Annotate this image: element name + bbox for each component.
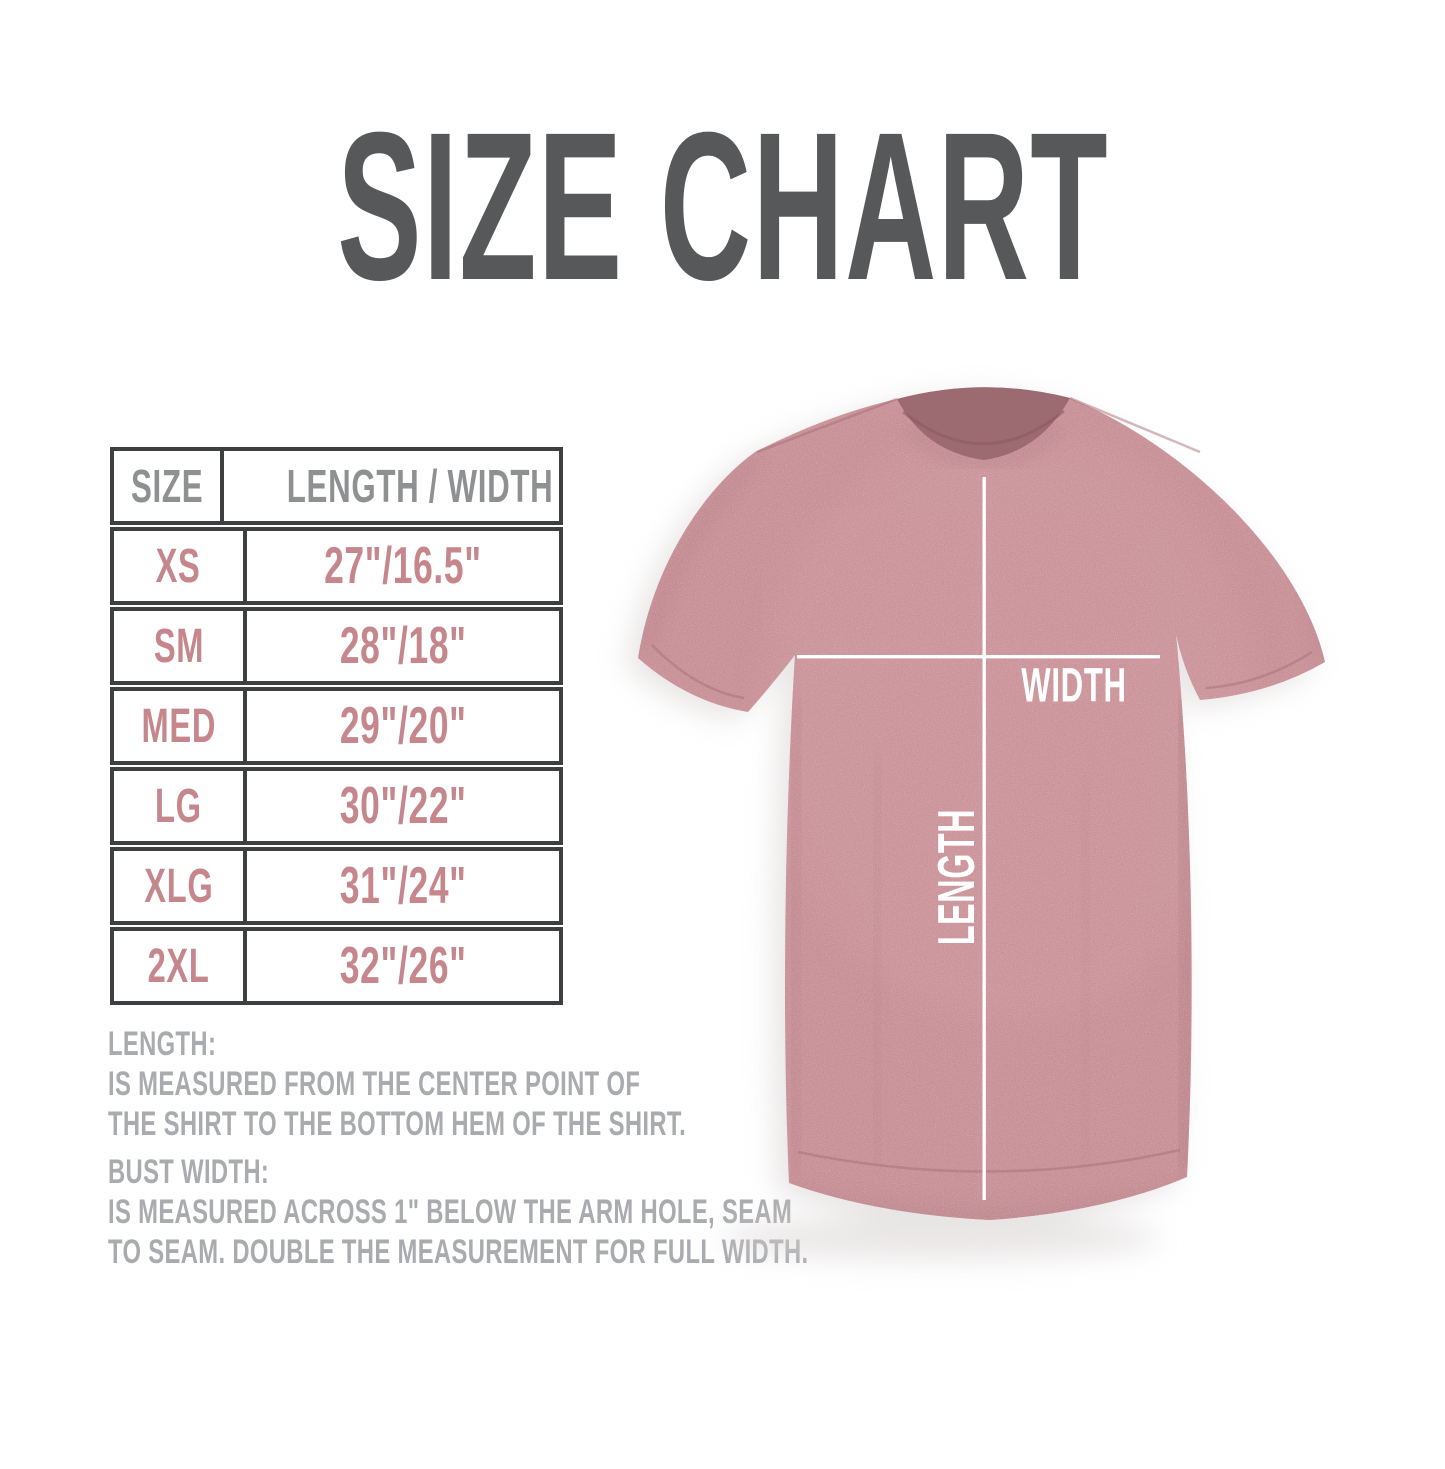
header-size-label: SIZE [131, 460, 204, 512]
table-header-row: SIZE LENGTH / WIDTH [110, 447, 563, 525]
length-note-line1-text: IS MEASURED FROM THE CENTER POINT OF [108, 1065, 641, 1103]
length-note-heading: LENGTH: [108, 1024, 1109, 1064]
measurement-cell: 27"/16.5" [247, 531, 559, 601]
width-line [797, 655, 1160, 659]
bust-note-line: TO SEAM. DOUBLE THE MEASUREMENT FOR FULL… [108, 1232, 1109, 1272]
size-cell: 2XL [114, 931, 247, 1001]
size-value: XLG [143, 859, 214, 913]
measurement-value: 27"/16.5" [324, 537, 482, 595]
length-note-line: IS MEASURED FROM THE CENTER POINT OF [108, 1064, 1109, 1104]
bust-note-heading-text: BUST WIDTH: [108, 1153, 270, 1191]
size-cell: MED [114, 691, 247, 761]
bust-note-line: IS MEASURED ACROSS 1" BELOW THE ARM HOLE… [108, 1192, 1109, 1232]
table-row: 2XL 32"/26" [110, 927, 563, 1005]
header-measure-label: LENGTH / WIDTH [287, 460, 554, 512]
measurement-value: 28"/18" [339, 617, 467, 675]
size-value: 2XL [147, 939, 210, 993]
length-note-line: THE SHIRT TO THE BOTTOM HEM OF THE SHIRT… [108, 1104, 1109, 1144]
table-row: LG 30"/22" [110, 767, 563, 845]
size-value: LG [155, 779, 202, 833]
table-row: MED 29"/20" [110, 687, 563, 765]
length-note-line2-text: THE SHIRT TO THE BOTTOM HEM OF THE SHIRT… [108, 1105, 687, 1143]
measurement-value: 31"/24" [339, 857, 467, 915]
table-row: SM 28"/18" [110, 607, 563, 685]
measurement-cell: 31"/24" [247, 851, 559, 921]
page-title: SIZE CHART [0, 101, 1445, 312]
tshirt-shading [638, 387, 1325, 1220]
length-line [982, 477, 986, 1200]
size-value: MED [141, 699, 216, 753]
bust-note-heading: BUST WIDTH: [108, 1152, 1109, 1192]
bust-note-line1-text: IS MEASURED ACROSS 1" BELOW THE ARM HOLE… [108, 1193, 793, 1231]
length-label: LENGTH [928, 808, 986, 946]
size-value: XS [156, 539, 201, 593]
size-cell: SM [114, 611, 247, 681]
tshirt-collar [897, 387, 1070, 460]
measurement-cell: 28"/18" [247, 611, 559, 681]
tshirt-image [626, 387, 1325, 1260]
width-label: WIDTH [1021, 659, 1127, 713]
tshirt-seams [651, 396, 1313, 1173]
measurement-cell: 32"/26" [247, 931, 559, 1001]
measurement-cell: 30"/22" [247, 771, 559, 841]
table-row: XLG 31"/24" [110, 847, 563, 925]
size-table: SIZE LENGTH / WIDTH XS 27"/16.5" SM 28"/… [110, 447, 563, 1007]
page-title-text: SIZE CHART [336, 88, 1109, 324]
measurement-value: 30"/22" [339, 777, 467, 835]
tshirt-shadow [626, 395, 1313, 1260]
measurement-notes: LENGTH: IS MEASURED FROM THE CENTER POIN… [108, 1024, 1109, 1272]
size-value: SM [153, 619, 204, 673]
collar-seam [902, 409, 1065, 446]
length-note-heading-text: LENGTH: [108, 1025, 217, 1063]
measurement-cell: 29"/20" [247, 691, 559, 761]
size-cell: XS [114, 531, 247, 601]
measurement-value: 29"/20" [339, 697, 467, 755]
header-size-cell: SIZE [114, 451, 225, 521]
size-cell: XLG [114, 851, 247, 921]
measurement-value: 32"/26" [339, 937, 467, 995]
table-row: XS 27"/16.5" [110, 527, 563, 605]
size-cell: LG [114, 771, 247, 841]
bust-note-line2-text: TO SEAM. DOUBLE THE MEASUREMENT FOR FULL… [108, 1233, 809, 1271]
header-measure-cell: LENGTH / WIDTH [224, 451, 616, 521]
